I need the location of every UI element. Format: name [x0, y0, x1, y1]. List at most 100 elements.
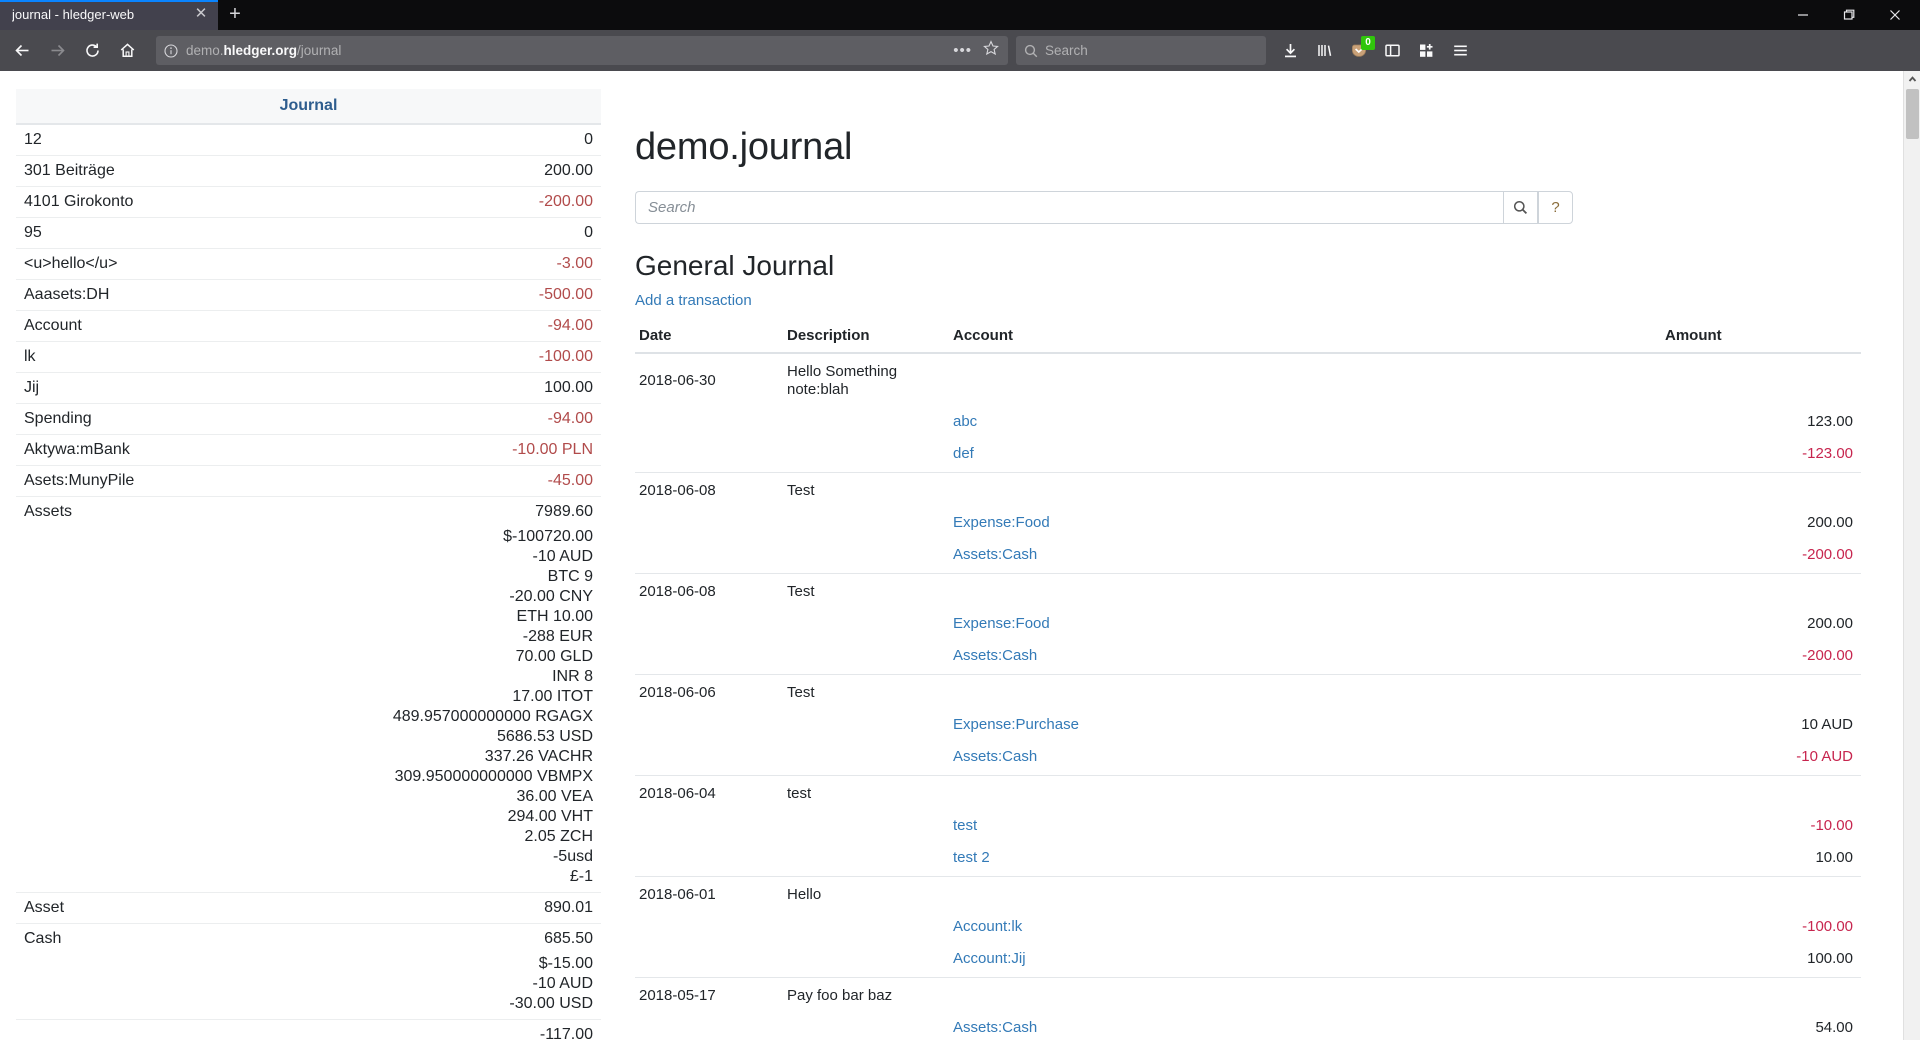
transaction-row[interactable]: 2018-06-04 test — [635, 776, 1861, 811]
account-name[interactable] — [16, 767, 232, 787]
account-row[interactable]: ETH 10.00 — [16, 607, 601, 627]
account-name[interactable]: Aktywa:mBank — [16, 434, 232, 466]
account-row[interactable]: 17.00 ITOT — [16, 687, 601, 707]
scrollbar-thumb[interactable] — [1905, 89, 1919, 139]
library-icon[interactable] — [1308, 34, 1341, 67]
account-name[interactable] — [16, 974, 232, 994]
reload-icon[interactable] — [76, 34, 109, 67]
account-row[interactable]: <u>hello</u> -3.00 — [16, 248, 601, 280]
account-row[interactable]: Aaasets:DH -500.00 — [16, 279, 601, 311]
posting-account[interactable]: Account:lk — [949, 911, 1661, 943]
browser-tab[interactable]: journal - hledger-web ✕ — [0, 0, 218, 30]
account-link[interactable]: Assets:Cash — [953, 546, 1038, 563]
posting-row[interactable]: Assets:Cash -200.00 — [635, 640, 1861, 675]
account-name[interactable]: lk — [16, 341, 232, 373]
account-row[interactable]: £-1 — [16, 867, 601, 893]
account-row[interactable]: -117.00 — [16, 1019, 601, 1040]
account-name[interactable]: 12 — [16, 124, 232, 156]
add-transaction-link[interactable]: Add a transaction — [635, 292, 752, 309]
account-row[interactable]: Aktywa:mBank -10.00 PLN — [16, 434, 601, 466]
account-row[interactable]: 489.957000000000 RGAGX — [16, 707, 601, 727]
transaction-row[interactable]: 2018-06-06 Test — [635, 675, 1861, 710]
account-name[interactable] — [16, 667, 232, 687]
account-name[interactable]: Cash — [24, 930, 62, 947]
account-link[interactable]: test — [953, 817, 978, 834]
account-name[interactable] — [16, 587, 232, 607]
account-name[interactable] — [16, 867, 232, 893]
pocket-icon[interactable]: 0 — [1342, 34, 1375, 67]
account-link[interactable]: def — [953, 445, 974, 462]
posting-row[interactable]: Expense:Food 200.00 — [635, 507, 1861, 539]
search-submit-button[interactable] — [1503, 191, 1538, 224]
account-name[interactable] — [16, 954, 232, 974]
posting-row[interactable]: Expense:Purchase 10 AUD — [635, 709, 1861, 741]
account-row[interactable]: INR 8 — [16, 667, 601, 687]
account-row[interactable]: 5686.53 USD — [16, 727, 601, 747]
account-row[interactable]: Account -94.00 — [16, 310, 601, 342]
account-row[interactable]: Jij 100.00 — [16, 372, 601, 404]
account-name[interactable]: Asets:MunyPile — [16, 465, 232, 497]
account-name[interactable]: Account — [16, 310, 232, 342]
search-help-button[interactable]: ? — [1538, 191, 1573, 224]
posting-account[interactable]: Assets:Cash — [949, 640, 1661, 675]
posting-row[interactable]: abc 123.00 — [635, 406, 1861, 438]
account-row[interactable]: -10 AUD — [16, 547, 601, 567]
star-icon[interactable] — [980, 40, 1002, 61]
download-icon[interactable] — [1274, 34, 1307, 67]
restore-icon[interactable] — [1826, 0, 1872, 30]
home-icon[interactable] — [111, 34, 144, 67]
account-row[interactable]: 294.00 VHT — [16, 807, 601, 827]
account-row[interactable]: -5usd — [16, 847, 601, 867]
account-row[interactable]: 309.950000000000 VBMPX — [16, 767, 601, 787]
posting-account[interactable]: Account:Jij — [949, 943, 1661, 978]
posting-row[interactable]: Assets:Cash 54.00 — [635, 1012, 1861, 1040]
account-name[interactable] — [16, 707, 232, 727]
account-name[interactable]: 301 Beiträge — [16, 155, 232, 187]
account-row[interactable]: BTC 9 — [16, 567, 601, 587]
account-row[interactable]: Spending -94.00 — [16, 403, 601, 435]
posting-row[interactable]: Assets:Cash -200.00 — [635, 539, 1861, 574]
account-name[interactable]: Asset — [16, 892, 232, 924]
transaction-row[interactable]: 2018-06-01 Hello — [635, 877, 1861, 912]
posting-row[interactable]: Assets:Cash -10 AUD — [635, 741, 1861, 776]
account-name[interactable] — [16, 567, 232, 587]
posting-row[interactable]: test -10.00 — [635, 810, 1861, 842]
account-name[interactable]: 95 — [16, 217, 232, 249]
new-tab-button[interactable]: + — [229, 3, 241, 25]
account-row[interactable]: -20.00 CNY — [16, 587, 601, 607]
account-link[interactable]: Expense:Purchase — [953, 716, 1079, 733]
page-scrollbar[interactable] — [1903, 71, 1920, 1040]
account-name[interactable] — [16, 547, 232, 567]
account-name[interactable] — [16, 787, 232, 807]
account-row[interactable]: 36.00 VEA — [16, 787, 601, 807]
close-icon[interactable]: ✕ — [194, 5, 208, 22]
account-name[interactable] — [16, 607, 232, 627]
posting-account[interactable]: test — [949, 810, 1661, 842]
account-name[interactable]: Assets — [24, 503, 73, 520]
posting-account[interactable]: Expense:Food — [949, 608, 1661, 640]
account-row[interactable]: -30.00 USD — [16, 994, 601, 1020]
account-row[interactable]: 2.05 ZCH — [16, 827, 601, 847]
account-row[interactable]: Asets:MunyPile -45.00 — [16, 465, 601, 497]
account-link[interactable]: Expense:Food — [953, 514, 1050, 531]
posting-row[interactable]: test 2 10.00 — [635, 842, 1861, 877]
sidebar-icon[interactable] — [1376, 34, 1409, 67]
account-row[interactable]: Cash 685.50 — [16, 924, 601, 955]
hamburger-menu-icon[interactable] — [1444, 34, 1477, 67]
scroll-up-icon[interactable] — [1904, 71, 1920, 88]
account-row[interactable]: -10 AUD — [16, 974, 601, 994]
url-bar[interactable]: demo.hledger.org/journal ••• — [156, 36, 1008, 65]
ellipsis-icon[interactable]: ••• — [953, 41, 972, 59]
account-row[interactable]: lk -100.00 — [16, 341, 601, 373]
posting-account[interactable]: def — [949, 438, 1661, 473]
account-link[interactable]: Account:Jij — [953, 950, 1026, 967]
posting-account[interactable]: abc — [949, 406, 1661, 438]
browser-search-bar[interactable]: Search — [1016, 36, 1266, 65]
back-arrow-icon[interactable] — [6, 34, 39, 67]
posting-row[interactable]: Account:Jij 100.00 — [635, 943, 1861, 978]
account-name[interactable] — [16, 527, 232, 547]
account-name[interactable] — [16, 687, 232, 707]
account-row[interactable]: 70.00 GLD — [16, 647, 601, 667]
posting-account[interactable]: test 2 — [949, 842, 1661, 877]
posting-row[interactable]: def -123.00 — [635, 438, 1861, 473]
